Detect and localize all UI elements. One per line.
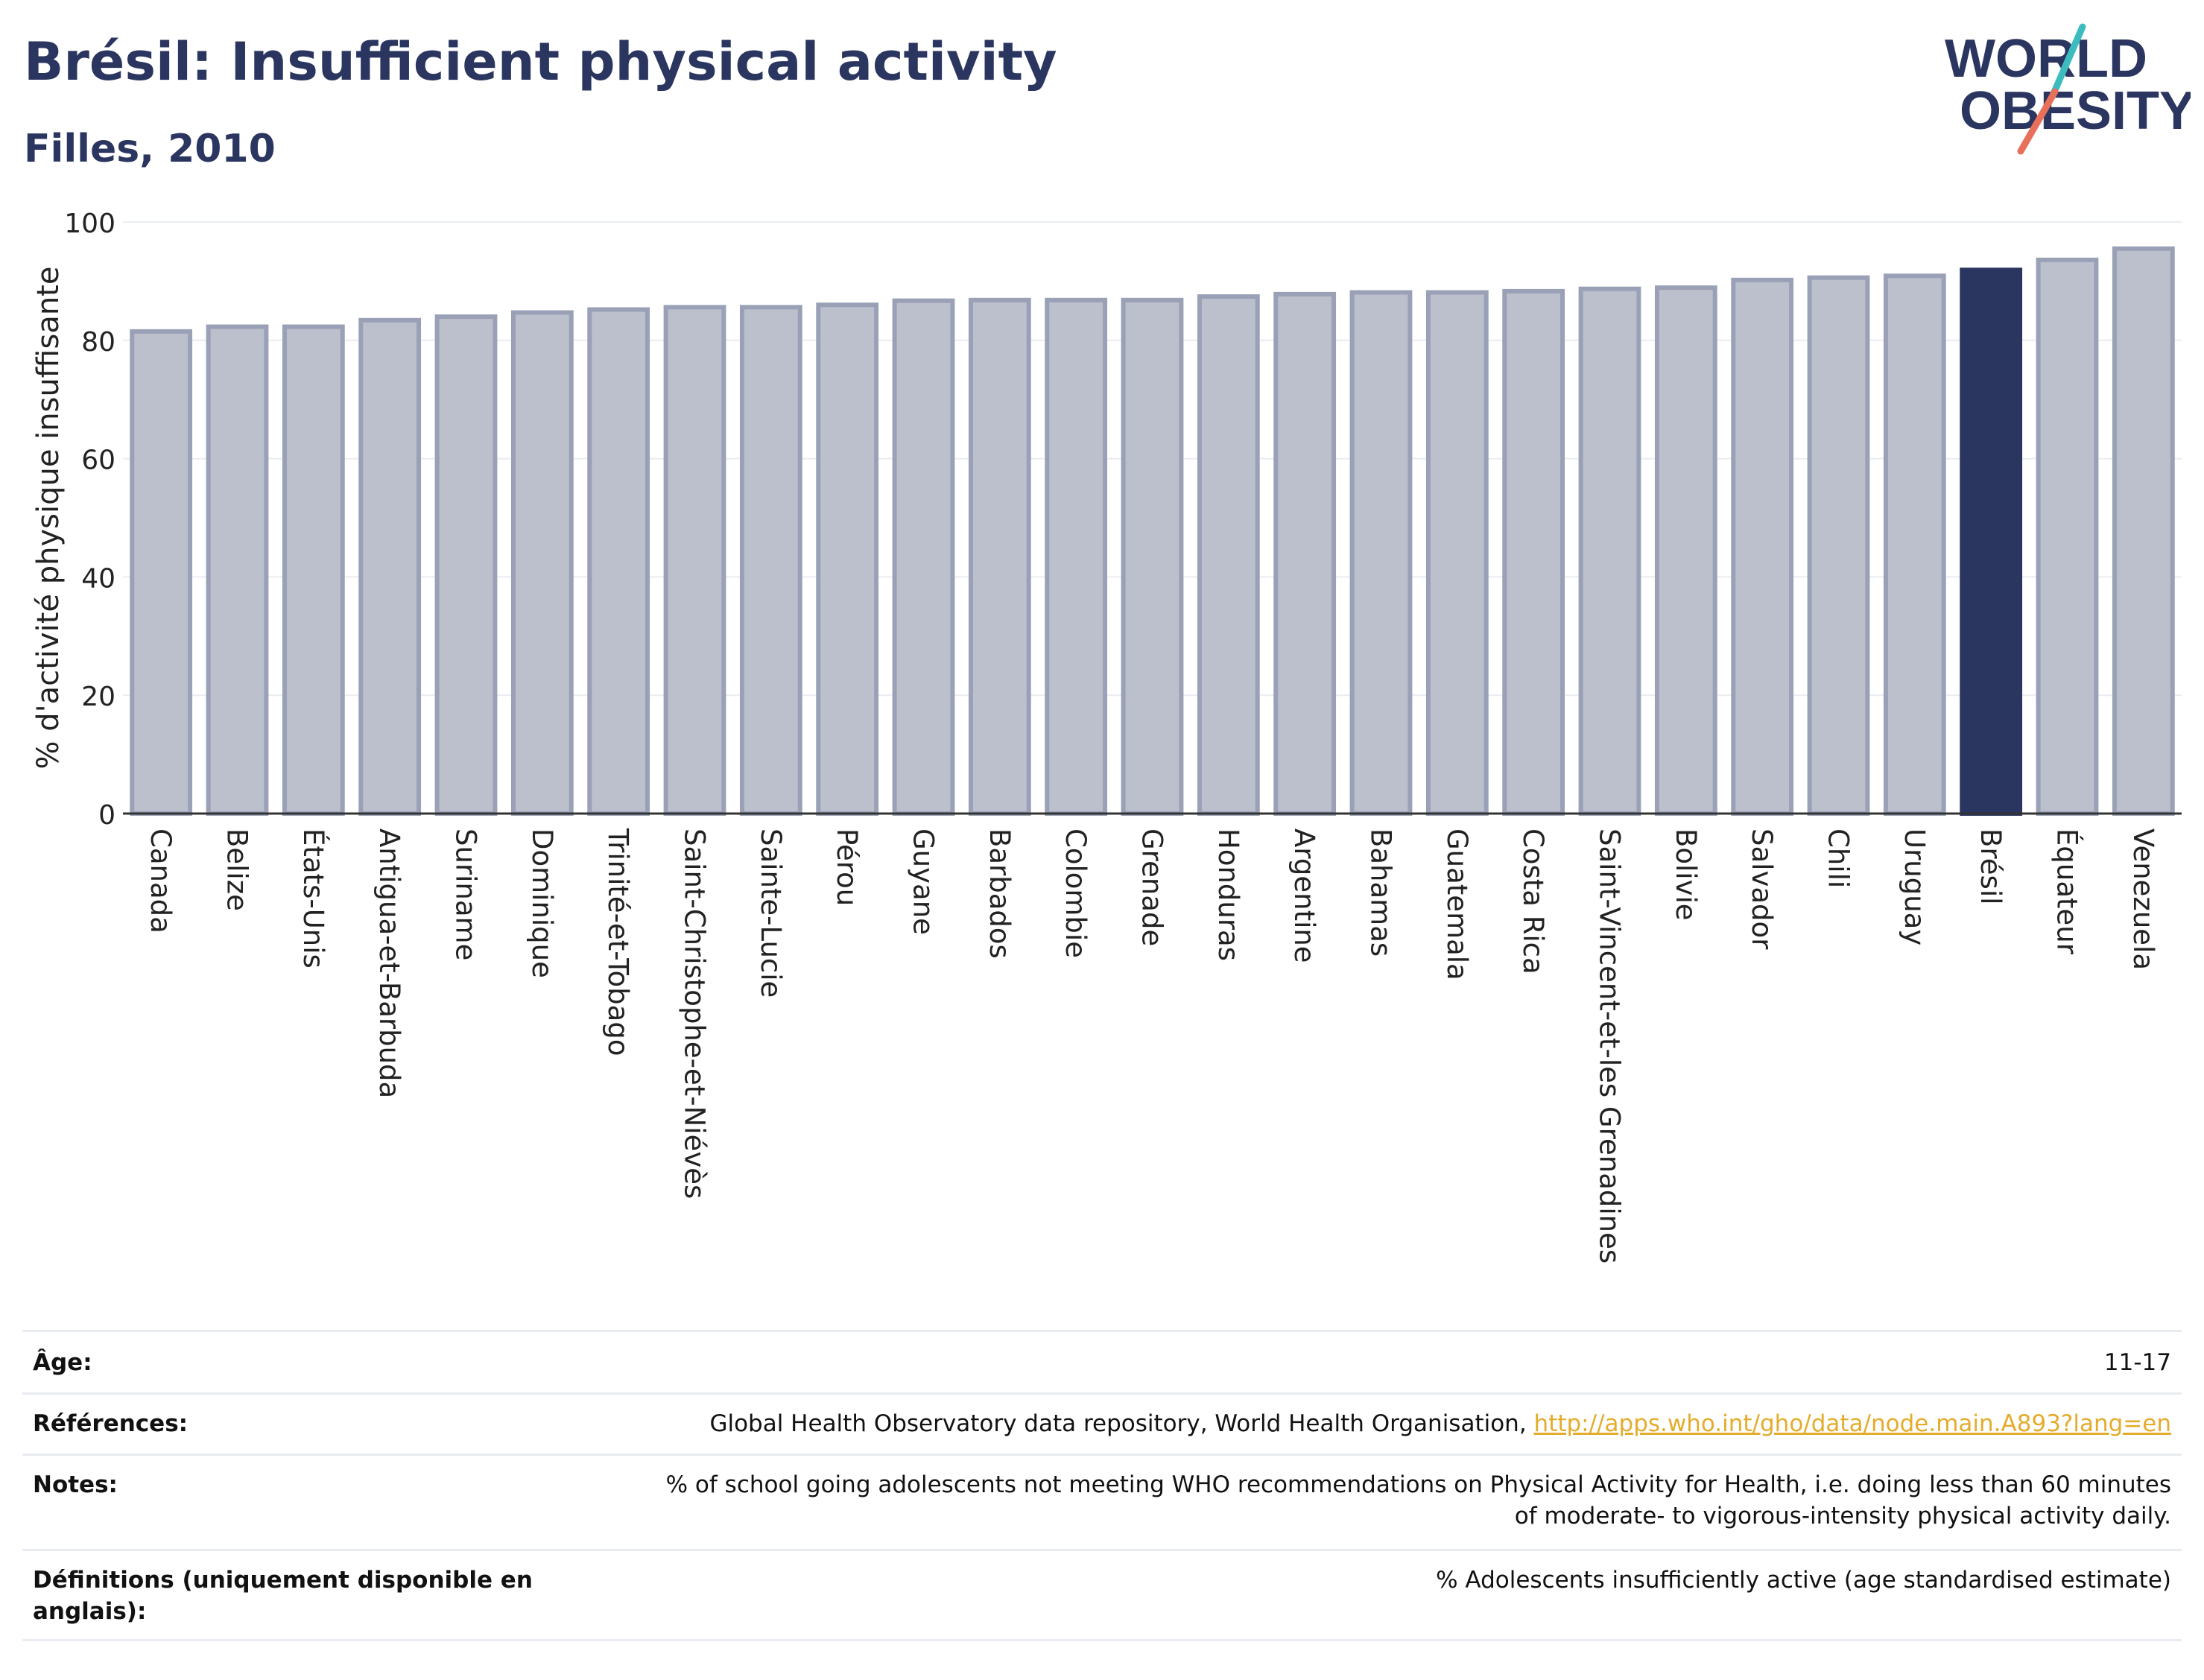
- x-tick-label: Pérou: [831, 828, 863, 906]
- bar: [739, 305, 802, 816]
- x-tick-label: Colombie: [1060, 828, 1092, 958]
- bar: [587, 307, 650, 816]
- chart-title: Brésil: Insufficient physical activity: [24, 31, 1057, 92]
- x-tick-label: Saint-Christophe-et-Niévès: [679, 828, 711, 1199]
- bar: [1578, 286, 1641, 816]
- bar: [282, 324, 345, 816]
- metadata-table: Âge: 11-17 Références: Global Health Obs…: [22, 1330, 2182, 1641]
- bar: [2112, 246, 2175, 817]
- bar-chart: 0 20 40 60 80 100 % d'activité physique insuff…: [31, 209, 2182, 1264]
- chart-subtitle: Filles, 2010: [24, 127, 276, 171]
- x-tick-label: Grenade: [1136, 828, 1168, 946]
- bar: [206, 324, 269, 816]
- x-tick-label: Argentine: [1288, 828, 1320, 963]
- bar: [1121, 297, 1184, 817]
- references-value: Global Health Observatory data repositor…: [709, 1408, 2171, 1439]
- footer-row-references: Références: Global Health Observatory da…: [22, 1392, 2182, 1454]
- x-tick-label: Antigua-et-Barbuda: [373, 828, 405, 1098]
- x-tick-label: Suriname: [450, 828, 482, 960]
- x-tick-label: Saint-Vincent-et-les Grenadines: [1594, 828, 1626, 1264]
- y-tick-label: 80: [81, 327, 115, 358]
- x-tick-label: Barbados: [984, 828, 1016, 959]
- logo-slash-coral: [2017, 88, 2059, 155]
- y-tick-label: 0: [98, 800, 115, 831]
- bar: [1349, 290, 1413, 816]
- x-tick-label: États-Unis: [297, 828, 330, 969]
- x-tick-label: Costa Rica: [1517, 828, 1549, 974]
- bar: [892, 298, 955, 816]
- definitions-label: Définitions (uniquement disponible en an…: [33, 1567, 533, 1625]
- age-label: Âge:: [33, 1349, 92, 1376]
- bar: [816, 302, 879, 817]
- y-tick-label: 100: [64, 209, 115, 239]
- x-tick-label: Bolivie: [1670, 828, 1702, 921]
- y-tick-label: 60: [81, 446, 115, 476]
- definitions-value: % Adolescents insufficiently active (age…: [1436, 1567, 2171, 1594]
- footer-row-definitions: Définitions (uniquement disponible en an…: [22, 1549, 2182, 1641]
- bar: [1960, 267, 2023, 816]
- x-tick-label: Sainte-Lucie: [755, 828, 787, 998]
- bar: [1273, 291, 1337, 817]
- x-tick-label: Bahamas: [1365, 828, 1397, 957]
- notes-value: % of school going adolescents not meetin…: [665, 1471, 2171, 1530]
- logo-line2: OBESITY: [1960, 81, 2191, 141]
- bar: [510, 310, 574, 816]
- x-tick-label: Trinité-et-Tobago: [602, 828, 634, 1056]
- y-tick-label: 20: [81, 682, 115, 712]
- bar: [968, 297, 1031, 817]
- notes-label: Notes:: [33, 1471, 118, 1498]
- x-tick-label: Chili: [1823, 828, 1855, 888]
- bar: [1654, 285, 1717, 817]
- x-tick-label: Belize: [221, 828, 253, 911]
- y-tick-label: 40: [81, 563, 115, 594]
- bar: [434, 314, 498, 817]
- x-tick-label: Dominique: [526, 828, 558, 978]
- bar: [1883, 273, 1946, 816]
- references-label: Références:: [33, 1410, 189, 1437]
- footer-row-age: Âge: 11-17: [22, 1330, 2182, 1392]
- y-axis-label: % d'activité physique insuffisante: [31, 267, 66, 770]
- x-tick-label: Guatemala: [1441, 828, 1473, 980]
- bar: [1502, 288, 1565, 816]
- x-tick-label: Canada: [145, 828, 177, 933]
- logo-line1: WORLD: [1945, 29, 2147, 89]
- x-tick-label: Guyane: [908, 828, 940, 935]
- bar: [1197, 294, 1260, 816]
- bar: [1807, 275, 1870, 816]
- x-tick-label: Venezuela: [2127, 828, 2159, 970]
- x-tick-label: Équateur: [2051, 828, 2084, 955]
- x-tick-label: Salvador: [1746, 828, 1778, 950]
- logo-slash-teal: [2049, 23, 2086, 99]
- x-tick-label: Brésil: [1975, 828, 2007, 904]
- references-link[interactable]: http://apps.who.int/gho/data/node.main.A…: [1533, 1410, 2171, 1437]
- footer-row-notes: Notes: % of school going adolescents not…: [22, 1454, 2182, 1549]
- bar: [358, 317, 422, 816]
- x-tick-label: Honduras: [1212, 828, 1244, 961]
- bar: [663, 305, 726, 816]
- bar: [1425, 290, 1489, 816]
- x-tick-label: Uruguay: [1899, 828, 1931, 945]
- bar: [130, 329, 193, 816]
- bar: [2036, 257, 2099, 817]
- references-text: Global Health Observatory data repositor…: [709, 1410, 1527, 1437]
- bar: [1731, 277, 1794, 816]
- age-value: 11-17: [2103, 1349, 2171, 1376]
- bar: [1045, 297, 1108, 817]
- world-obesity-logo: WORLD OBESITY: [1945, 23, 2191, 155]
